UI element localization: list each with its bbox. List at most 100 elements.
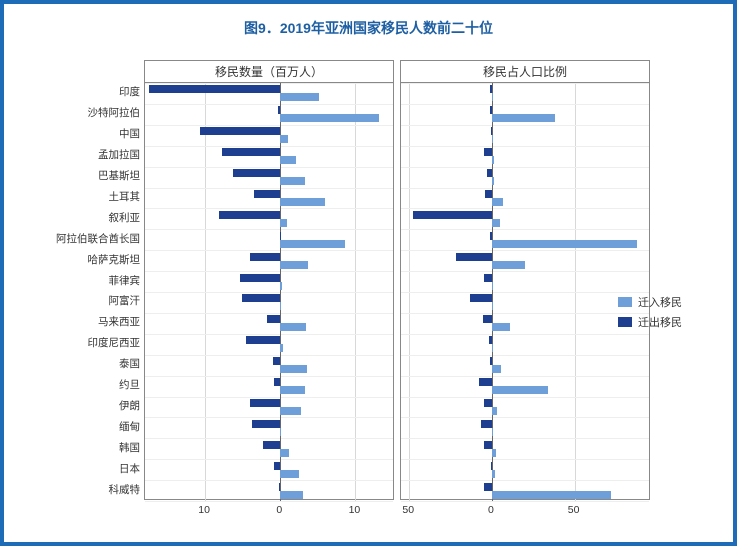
- bar-out: [484, 441, 491, 449]
- bar-in: [492, 240, 637, 248]
- bar-out: [240, 274, 281, 282]
- xtick-label: 50: [402, 504, 414, 516]
- category-label: 印度: [50, 87, 140, 98]
- gridline-h: [401, 313, 649, 314]
- bar-in: [280, 135, 288, 143]
- category-label: 哈萨克斯坦: [50, 255, 140, 266]
- bar-in: [492, 93, 493, 101]
- gridline-h: [145, 480, 393, 481]
- xtick-label: 50: [568, 504, 580, 516]
- panel-left-body: [145, 83, 393, 501]
- gridline-h: [145, 459, 393, 460]
- bar-out: [263, 441, 280, 449]
- gridline-h: [145, 104, 393, 105]
- gridline-h: [401, 125, 649, 126]
- bar-in: [492, 219, 500, 227]
- legend-out: 迁出移民: [618, 314, 682, 330]
- bar-in: [280, 198, 324, 206]
- category-label: 孟加拉国: [50, 150, 140, 161]
- xtick-label: 0: [276, 504, 282, 516]
- xtick-label: 10: [349, 504, 361, 516]
- bar-out: [490, 85, 492, 93]
- bar-out: [250, 399, 280, 407]
- zero-axis: [280, 83, 281, 501]
- category-label: 沙特阿拉伯: [50, 108, 140, 119]
- bar-out: [490, 357, 492, 365]
- gridline-h: [145, 313, 393, 314]
- bar-out: [490, 106, 492, 114]
- category-label: 土耳其: [50, 192, 140, 203]
- category-label: 巴基斯坦: [50, 171, 140, 182]
- gridline-h: [401, 271, 649, 272]
- figure-title: 图9．2019年亚洲国家移民人数前二十位: [4, 18, 733, 38]
- gridline-h: [145, 125, 393, 126]
- bar-out: [219, 211, 281, 219]
- bar-in: [280, 261, 308, 269]
- bar-in: [280, 302, 281, 310]
- bar-out: [413, 211, 492, 219]
- gridline-h: [401, 376, 649, 377]
- bar-out: [254, 190, 280, 198]
- bar-in: [492, 407, 497, 415]
- gridline-h: [145, 208, 393, 209]
- category-label: 日本: [50, 464, 140, 475]
- category-label: 科威特: [50, 485, 140, 496]
- bar-out: [490, 232, 492, 240]
- gridline-h: [401, 438, 649, 439]
- bar-in: [280, 491, 303, 499]
- bar-out: [456, 253, 492, 261]
- gridline-h: [401, 355, 649, 356]
- gridline-h: [401, 334, 649, 335]
- category-label: 阿富汗: [50, 296, 140, 307]
- bar-out: [279, 483, 281, 491]
- legend-swatch-out: [618, 317, 632, 327]
- bar-out: [491, 462, 492, 470]
- bar-in: [492, 449, 496, 457]
- bar-out: [484, 274, 492, 282]
- panel-migrant-count: 移民数量（百万人）: [144, 60, 394, 500]
- gridline-h: [145, 188, 393, 189]
- xticks-left: 10010: [144, 504, 394, 520]
- gridline-h: [145, 146, 393, 147]
- bar-out: [252, 420, 280, 428]
- panel-right-header: 移民占人口比例: [401, 61, 649, 83]
- bar-in: [280, 323, 306, 331]
- bar-in: [280, 156, 296, 164]
- bar-out: [484, 483, 492, 491]
- gridline-h: [145, 355, 393, 356]
- bar-in: [280, 219, 287, 227]
- bar-in: [492, 302, 493, 310]
- category-label: 伊朗: [50, 401, 140, 412]
- bar-in: [280, 449, 289, 457]
- gridline-h: [401, 459, 649, 460]
- gridline-h: [401, 501, 649, 502]
- bar-in: [280, 365, 307, 373]
- gridline-h: [401, 167, 649, 168]
- legend: 迁入移民 迁出移民: [618, 294, 682, 334]
- gridline-h: [145, 167, 393, 168]
- gridline-h: [145, 292, 393, 293]
- bar-out: [280, 232, 281, 240]
- bar-out: [250, 253, 280, 261]
- gridline-h: [401, 208, 649, 209]
- gridline-h: [401, 229, 649, 230]
- bar-out: [233, 169, 280, 177]
- category-label: 韩国: [50, 443, 140, 454]
- zero-axis: [492, 83, 493, 501]
- bar-in: [492, 386, 548, 394]
- bar-in: [492, 156, 494, 164]
- gridline-h: [145, 417, 393, 418]
- category-label: 约旦: [50, 380, 140, 391]
- bar-in: [280, 93, 319, 101]
- gridline-h: [145, 229, 393, 230]
- panel-left-header: 移民数量（百万人）: [145, 61, 393, 83]
- bar-out: [483, 315, 492, 323]
- gridline-h: [145, 271, 393, 272]
- bar-out: [484, 148, 492, 156]
- xticks-right: 50050: [400, 504, 650, 520]
- bar-in: [280, 177, 305, 185]
- category-labels-column: 印度沙特阿拉伯中国孟加拉国巴基斯坦土耳其叙利亚阿拉伯联合酋长国哈萨克斯坦菲律宾阿…: [54, 82, 144, 500]
- gridline-h: [401, 292, 649, 293]
- figure-frame: 图9．2019年亚洲国家移民人数前二十位 印度沙特阿拉伯中国孟加拉国巴基斯坦土耳…: [0, 0, 737, 546]
- gridline-h: [145, 501, 393, 502]
